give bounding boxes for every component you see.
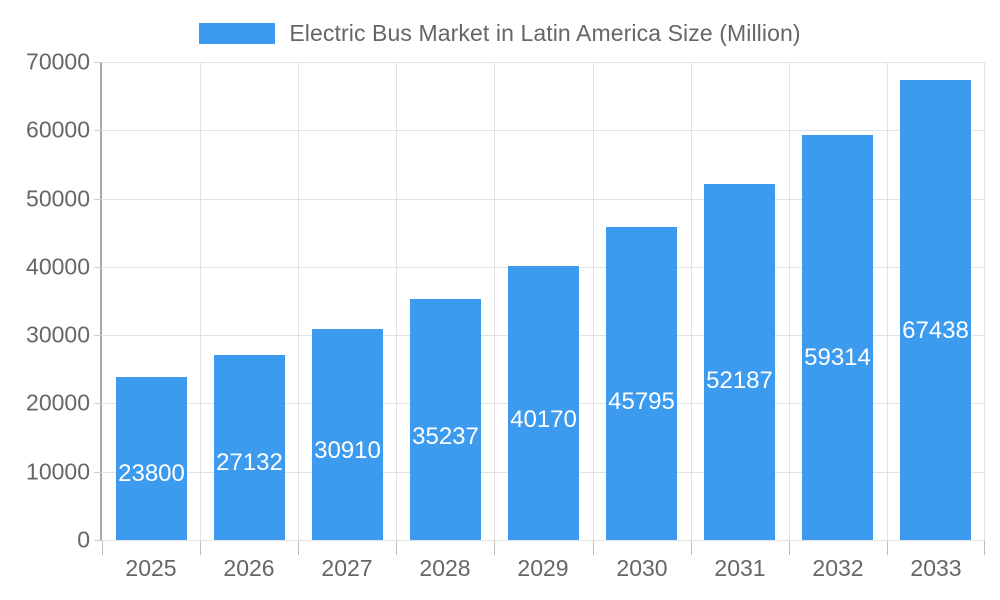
- bar-value-label: 30910: [314, 437, 381, 464]
- chart-legend: Electric Bus Market in Latin America Siz…: [0, 14, 1000, 52]
- x-axis-tick-label: 2033: [910, 555, 962, 581]
- y-axis-tick-label: 20000: [26, 389, 90, 416]
- bar[interactable]: [802, 134, 873, 540]
- gridline-horizontal: [102, 130, 985, 132]
- y-axis-tick-label: 60000: [26, 116, 90, 143]
- gridline-vertical: [593, 62, 594, 540]
- y-axis-tick-mark: [94, 130, 102, 132]
- y-axis-tick-mark: [94, 335, 102, 337]
- y-axis-tick-mark: [94, 403, 102, 405]
- x-axis-tick-mark: [593, 541, 594, 555]
- bar-value-label: 52187: [706, 367, 773, 394]
- x-axis-tick-mark: [200, 541, 201, 555]
- gridline-vertical: [984, 62, 985, 540]
- x-axis-tick-mark: [887, 541, 888, 555]
- x-axis-tick-mark: [102, 541, 103, 555]
- y-axis-tick-label: 0: [77, 526, 90, 553]
- x-axis-tick-label: 2032: [812, 555, 864, 581]
- bar[interactable]: [508, 265, 579, 540]
- gridline-vertical: [691, 62, 692, 540]
- bar[interactable]: [606, 227, 677, 540]
- plot-area: 23800 27132 30910 35237 40170 45795 52187 59314…: [102, 62, 985, 541]
- bar-value-label: 59314: [804, 344, 871, 371]
- gridline-vertical: [298, 62, 299, 540]
- y-axis-tick-label: 40000: [26, 253, 90, 280]
- bar-value-label: 23800: [118, 460, 185, 487]
- bar[interactable]: [214, 354, 285, 540]
- bar-value-label: 27132: [216, 449, 283, 476]
- bar[interactable]: [410, 299, 481, 540]
- bar[interactable]: [900, 79, 971, 540]
- x-axis-tick-label: 2031: [714, 555, 766, 581]
- y-axis-tick-mark: [94, 198, 102, 200]
- x-axis-tick-label: 2025: [125, 555, 177, 581]
- x-axis-tick-label: 2030: [616, 555, 668, 581]
- y-axis-tick-mark: [94, 62, 102, 63]
- bar-value-label: 45795: [608, 388, 675, 415]
- x-axis-tick-mark: [691, 541, 692, 555]
- x-axis-tick-label: 2026: [223, 555, 275, 581]
- bar[interactable]: [116, 377, 187, 540]
- x-axis-tick-label: 2028: [419, 555, 471, 581]
- gridline-horizontal: [102, 62, 985, 63]
- gridline-vertical: [396, 62, 397, 540]
- x-axis-tick-label: 2029: [517, 555, 569, 581]
- y-axis-tick-mark: [94, 540, 102, 541]
- bar-value-label: 40170: [510, 406, 577, 433]
- gridline-vertical: [887, 62, 888, 540]
- y-axis-tick-label: 30000: [26, 321, 90, 348]
- bar-value-label: 35237: [412, 423, 479, 450]
- gridline-vertical: [200, 62, 201, 540]
- x-axis-tick-mark: [396, 541, 397, 555]
- gridline-vertical: [494, 62, 495, 540]
- x-axis-tick-mark: [494, 541, 495, 555]
- legend-color-swatch[interactable]: [199, 22, 276, 44]
- y-axis-tick-label: 10000: [26, 458, 90, 485]
- x-axis-tick-mark: [298, 541, 299, 555]
- y-axis-line: [100, 62, 102, 541]
- gridline-horizontal: [102, 198, 985, 200]
- legend-label: Electric Bus Market in Latin America Siz…: [289, 19, 801, 46]
- x-axis-tick-mark: [789, 541, 790, 555]
- bar-value-label: 67438: [902, 317, 969, 344]
- y-axis-tick-mark: [94, 266, 102, 268]
- x-axis-tick-label: 2027: [321, 555, 373, 581]
- y-axis-tick-label: 70000: [26, 48, 90, 75]
- gridline-horizontal: [102, 540, 985, 541]
- y-axis-tick-mark: [94, 471, 102, 473]
- gridline-vertical: [789, 62, 790, 540]
- bar[interactable]: [312, 328, 383, 540]
- x-axis-tick-mark: [984, 541, 985, 555]
- y-axis-labels: 0 10000 20000 30000 40000 50000 60000 70000: [0, 0, 90, 600]
- y-axis-tick-label: 50000: [26, 185, 90, 212]
- bar[interactable]: [704, 183, 775, 540]
